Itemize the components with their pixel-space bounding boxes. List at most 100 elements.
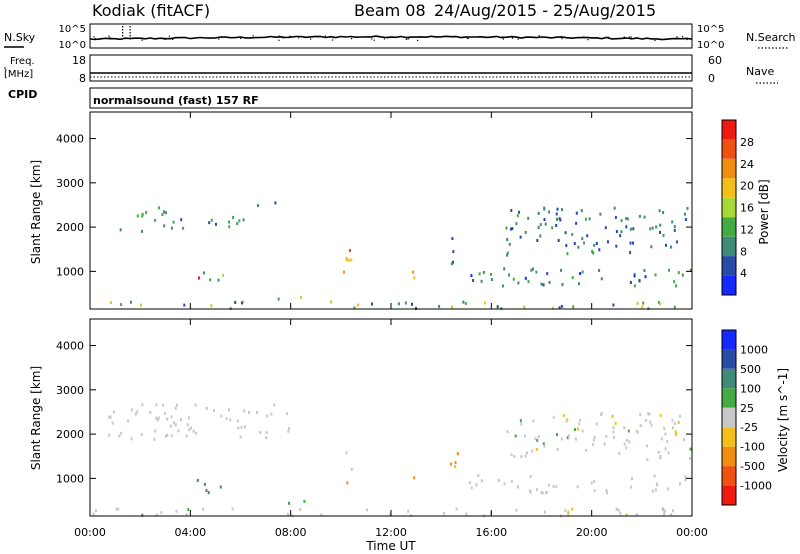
nsearch-dot xyxy=(654,39,656,42)
heatmap-cell xyxy=(667,451,670,455)
heatmap-cell xyxy=(619,234,622,238)
heatmap-cell xyxy=(215,222,217,226)
heatmap-cell xyxy=(643,269,646,272)
nsearch-dot xyxy=(538,35,540,37)
heatmap-cell xyxy=(593,435,596,439)
y-tick-label: 2000 xyxy=(56,221,84,234)
nsearch-dot xyxy=(467,37,469,40)
heatmap-cell xyxy=(517,281,520,285)
heatmap-cell xyxy=(162,403,165,407)
heatmap-cell xyxy=(556,433,558,437)
nsearch-dot xyxy=(298,37,300,39)
heatmap-cell xyxy=(639,424,642,428)
heatmap-cell xyxy=(607,240,609,244)
heatmap-cell xyxy=(506,238,509,242)
heatmap-cell xyxy=(357,303,360,307)
heatmap-cell xyxy=(673,228,676,232)
colorbar-swatch xyxy=(722,256,736,276)
heatmap-cell xyxy=(112,410,115,414)
heatmap-cell xyxy=(370,302,373,306)
heatmap-cell xyxy=(663,512,666,516)
freq-label-1: Freq. xyxy=(10,56,35,67)
heatmap-cell xyxy=(510,227,512,231)
heatmap-cell xyxy=(557,239,560,242)
heatmap-cell xyxy=(175,403,178,407)
heatmap-cell xyxy=(679,482,681,486)
heatmap-cell xyxy=(629,227,632,231)
heatmap-cell xyxy=(664,509,666,513)
heatmap-cell xyxy=(564,509,567,512)
heatmap-cell xyxy=(518,210,521,214)
velocity-colorbar: 1000 500 100 25 -25 -100 -500 -1000 xyxy=(721,329,772,506)
heatmap-cell xyxy=(636,430,639,434)
heatmap-cell xyxy=(552,306,555,310)
colorbar-swatch xyxy=(722,388,736,408)
heatmap-cell xyxy=(287,429,290,433)
heatmap-cell xyxy=(229,418,232,422)
heatmap-cell xyxy=(595,242,598,245)
heatmap-cell xyxy=(536,488,538,492)
heatmap-cell xyxy=(164,412,167,415)
nsearch-dot xyxy=(676,36,678,38)
heatmap-cell xyxy=(689,456,691,460)
heatmap-cell xyxy=(194,403,197,407)
heatmap-cell xyxy=(620,219,623,223)
heatmap-cell xyxy=(482,270,485,274)
colorbar-tick-label: 4 xyxy=(740,267,747,280)
nsearch-dot xyxy=(530,36,532,38)
colorbar-tick-label: 1000 xyxy=(740,343,768,356)
heatmap-cell xyxy=(628,440,631,444)
colorbar-tick-label: 20 xyxy=(740,180,754,193)
beam-label: Beam 08 xyxy=(354,1,426,20)
heatmap-cell xyxy=(567,510,570,514)
heatmap-cell xyxy=(188,428,191,432)
nsearch-label: N.Search xyxy=(746,31,796,44)
heatmap-cell xyxy=(584,217,587,221)
heatmap-cell xyxy=(155,416,158,420)
heatmap-cell xyxy=(535,447,538,451)
heatmap-cell xyxy=(517,485,519,489)
heatmap-cell xyxy=(169,424,172,428)
heatmap-cell xyxy=(170,415,173,419)
heatmap-cell xyxy=(413,276,416,280)
heatmap-cell xyxy=(164,211,167,215)
cpid-label: CPID xyxy=(8,88,37,101)
heatmap-cell xyxy=(571,507,574,511)
heatmap-cell xyxy=(675,433,677,436)
cpid-panel-frame xyxy=(89,87,693,109)
heatmap-cell xyxy=(510,453,513,457)
heatmap-cell xyxy=(277,297,280,301)
heatmap-cell xyxy=(564,231,567,235)
heatmap-cell xyxy=(134,412,137,416)
nsearch-dot xyxy=(630,36,632,38)
heatmap-cell xyxy=(664,432,667,436)
colorbar-swatch xyxy=(722,178,736,198)
heatmap-cell xyxy=(470,486,473,490)
heatmap-cell xyxy=(659,455,662,458)
heatmap-cell xyxy=(110,301,112,305)
heatmap-cell xyxy=(217,278,220,282)
nsky-panel-frame xyxy=(89,23,693,49)
heatmap-cell xyxy=(625,513,628,517)
heatmap-cell xyxy=(438,304,441,308)
heatmap-cell xyxy=(543,444,546,448)
nsky-trace xyxy=(89,35,693,41)
heatmap-cell xyxy=(689,268,692,272)
nsearch-dot xyxy=(502,36,504,38)
station-title: Kodiak (fitACF) xyxy=(92,1,210,20)
colorbar-swatch xyxy=(722,217,736,237)
heatmap-cell xyxy=(117,507,120,511)
colorbar-swatch xyxy=(722,197,736,218)
heatmap-cell xyxy=(515,508,518,512)
heatmap-cell xyxy=(188,416,190,420)
heatmap-cell xyxy=(540,491,543,495)
heatmap-cell xyxy=(510,209,513,212)
heatmap-cell xyxy=(623,426,626,430)
heatmap-cell xyxy=(288,501,290,505)
heatmap-cell xyxy=(506,430,509,434)
heatmap-cell xyxy=(543,207,546,211)
nsearch-dot xyxy=(387,37,389,39)
heatmap-cell xyxy=(183,303,186,307)
heatmap-cell xyxy=(202,271,205,275)
